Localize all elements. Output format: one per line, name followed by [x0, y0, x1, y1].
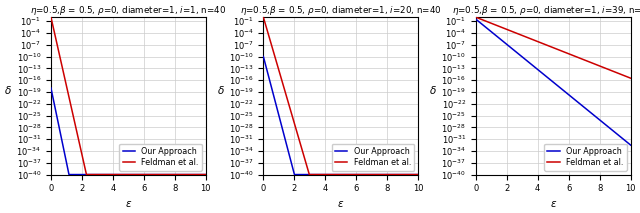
X-axis label: $\varepsilon$: $\varepsilon$ — [550, 199, 557, 209]
Legend: Our Approach, Feldman et al.: Our Approach, Feldman et al. — [120, 144, 202, 171]
Legend: Our Approach, Feldman et al.: Our Approach, Feldman et al. — [332, 144, 414, 171]
X-axis label: $\varepsilon$: $\varepsilon$ — [337, 199, 344, 209]
Y-axis label: $\delta$: $\delta$ — [429, 84, 437, 96]
X-axis label: $\varepsilon$: $\varepsilon$ — [125, 199, 132, 209]
Y-axis label: $\delta$: $\delta$ — [4, 84, 12, 96]
Legend: Our Approach, Feldman et al.: Our Approach, Feldman et al. — [544, 144, 627, 171]
Y-axis label: $\delta$: $\delta$ — [216, 84, 225, 96]
Title: $\eta$=0.5,$\beta$ = 0.5, $\rho$=0, diameter=1, $i$=39, n=40: $\eta$=0.5,$\beta$ = 0.5, $\rho$=0, diam… — [452, 4, 640, 17]
Title: $\eta$=0.5,$\beta$ = 0.5, $\rho$=0, diameter=1, $i$=20, n=40: $\eta$=0.5,$\beta$ = 0.5, $\rho$=0, diam… — [240, 4, 442, 17]
Title: $\eta$=0.5,$\beta$ = 0.5, $\rho$=0, diameter=1, $i$=1, n=40: $\eta$=0.5,$\beta$ = 0.5, $\rho$=0, diam… — [30, 4, 227, 17]
